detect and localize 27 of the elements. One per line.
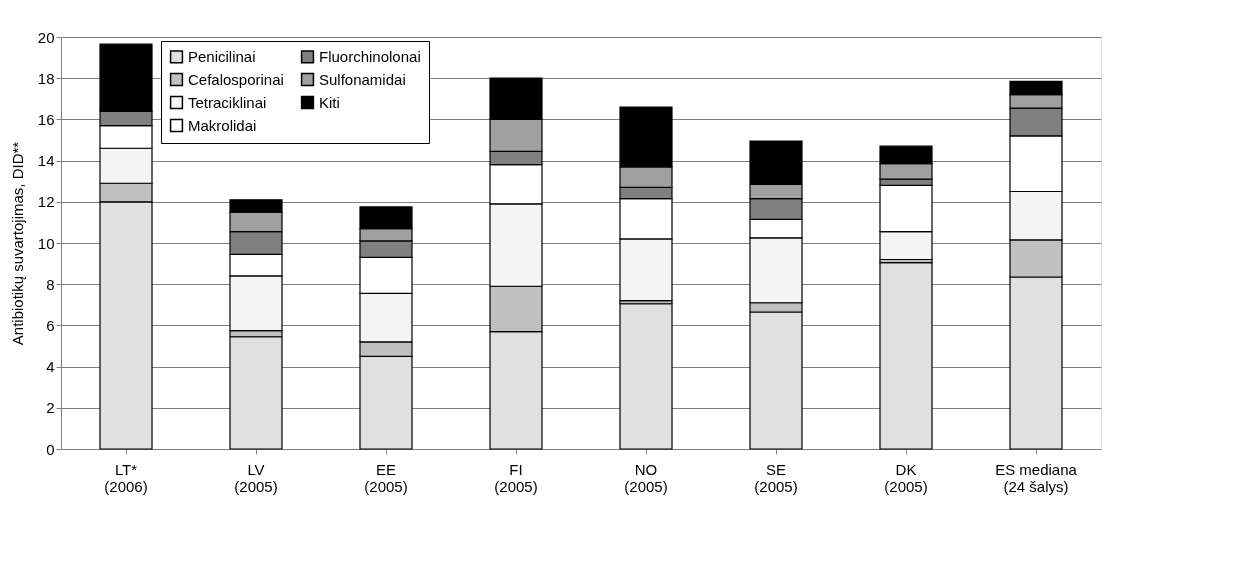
legend-label: Sulfonamidai <box>319 70 406 88</box>
legend-label: Fluorchinolonai <box>319 47 421 65</box>
x-tick-label: NO (2005) <box>624 460 668 495</box>
y-tick-label: 2 <box>46 399 55 417</box>
y-tick-label: 10 <box>37 234 55 252</box>
y-tick-label: 16 <box>37 110 55 128</box>
x-tick-label: LT* (2006) <box>104 460 148 495</box>
y-axis-title: Antibiotikų suvartojimas, DID** <box>8 141 26 346</box>
legend-label: Penicilinai <box>188 47 256 65</box>
y-tick-label: 18 <box>37 69 55 87</box>
x-tick-label: EE (2005) <box>364 460 408 495</box>
x-tick-label: SE (2005) <box>754 460 798 495</box>
x-tick-label: FI (2005) <box>494 460 538 495</box>
y-tick-label: 0 <box>46 440 55 458</box>
x-tick-label: LV (2005) <box>234 460 278 495</box>
legend-label: Tetraciklinai <box>188 93 267 111</box>
y-tick-label: 4 <box>46 358 55 376</box>
x-tick-label: ES mediana (24 šalys) <box>995 460 1078 495</box>
legend-label: Kiti <box>319 93 340 111</box>
y-tick-label: 8 <box>46 275 55 293</box>
x-tick-label: DK (2005) <box>884 460 928 495</box>
legend-label: Makrolidai <box>188 116 257 134</box>
y-tick-label: 20 <box>37 28 55 46</box>
y-tick-label: 6 <box>46 316 55 334</box>
legend-label: Cefalosporinai <box>188 70 284 88</box>
y-tick-label: 14 <box>37 152 55 170</box>
y-tick-label: 12 <box>37 193 55 211</box>
